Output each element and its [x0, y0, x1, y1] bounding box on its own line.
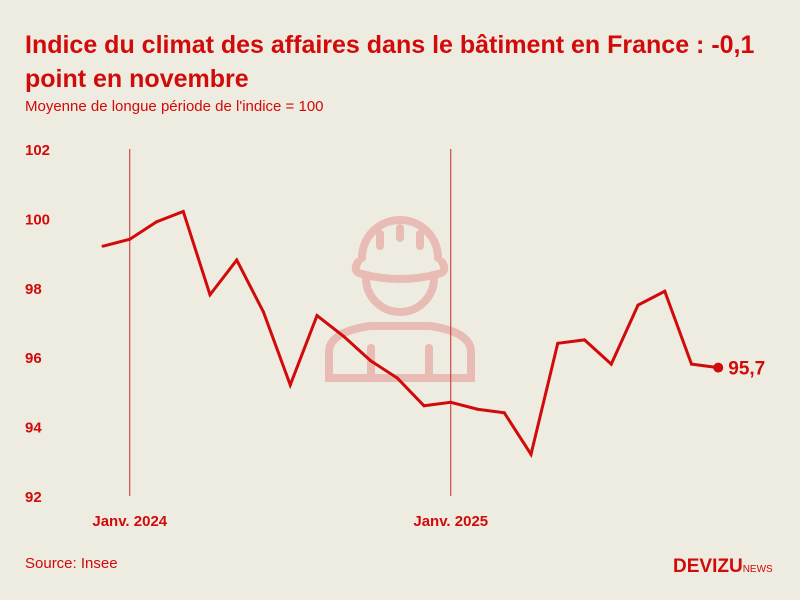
data-point — [422, 404, 426, 408]
data-point — [583, 338, 586, 342]
y-tick-label: 102 — [25, 142, 50, 159]
y-tick-label: 100 — [25, 211, 50, 228]
y-tick-label: 96 — [25, 350, 42, 367]
logo-suffix: NEWS — [742, 564, 773, 575]
data-point — [181, 209, 185, 213]
x-tick-label: Janv. 2025 — [413, 513, 488, 530]
data-point — [208, 293, 212, 297]
devizu-logo: DEVIZUNEWS — [673, 556, 773, 578]
data-point — [235, 258, 239, 262]
data-point — [288, 383, 292, 387]
chart-subtitle: Moyenne de longue période de l'indice = … — [25, 98, 324, 115]
data-point — [101, 244, 105, 248]
data-point — [636, 303, 640, 307]
y-tick-label: 94 — [25, 420, 42, 437]
series-line — [102, 209, 719, 459]
data-point — [155, 220, 158, 224]
data-point — [502, 411, 506, 415]
y-tick-label: 92 — [25, 489, 42, 506]
data-point — [609, 362, 613, 366]
last-value-label: 95,7 — [728, 359, 765, 380]
data-point — [262, 310, 265, 314]
data-point — [476, 407, 479, 411]
last-point-marker — [713, 362, 724, 373]
x-tick-label: Janv. 2024 — [92, 513, 167, 530]
data-point — [342, 334, 346, 338]
logo-main: DEVIZU — [673, 556, 743, 577]
data-point — [315, 314, 319, 318]
data-point — [369, 359, 372, 363]
data-point — [556, 341, 560, 345]
y-tick-label: 98 — [25, 281, 42, 298]
data-point — [395, 376, 399, 380]
data-point — [449, 400, 453, 404]
data-point — [690, 362, 693, 366]
source-note: Source: Insee — [25, 555, 118, 572]
construction-worker-helmet-icon — [325, 216, 475, 382]
data-point — [529, 452, 533, 456]
data-point — [663, 289, 667, 293]
data-point — [128, 237, 132, 241]
chart-title: Indice du climat des affaires dans le bâ… — [25, 31, 755, 93]
